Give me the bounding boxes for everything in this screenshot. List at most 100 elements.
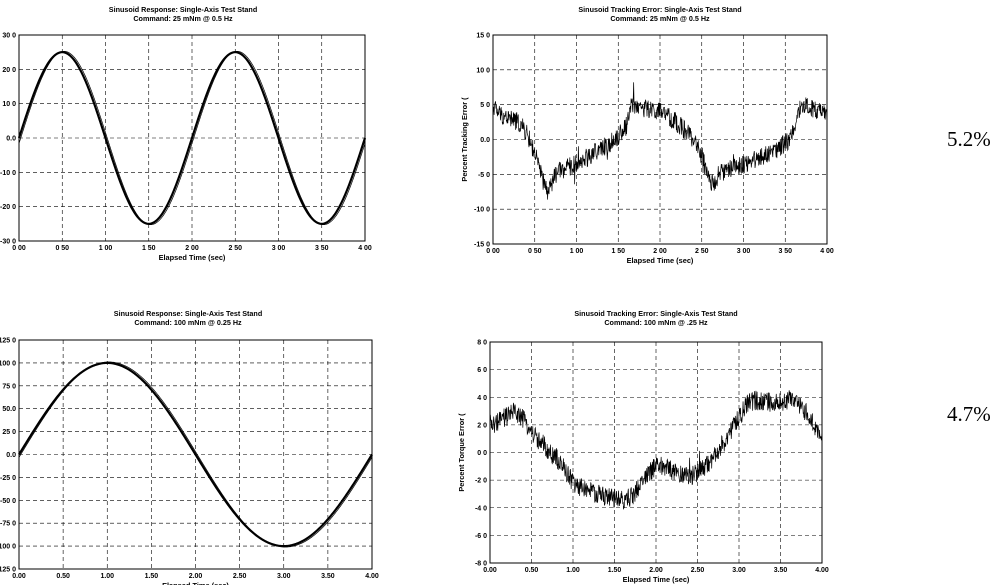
y-tick-label: 75 0 — [2, 383, 16, 390]
y-tick-label: -10 0 — [0, 170, 16, 177]
plot-area: 30 0 20 0 10 0 0.0 -10 0 -20 0 -30 00 00 0 50 1 … — [0, 33, 372, 263]
plot-area: 125 0 100 0 75 0 50.0 25 0 0.0 -25 0 -50 0 -75 0… — [0, 338, 379, 585]
y-tick-label: 10 0 — [476, 67, 490, 74]
chart-title: Sinusoid Response: Single-Axis Test Stan… — [109, 5, 257, 14]
x-tick-label: 3 00 — [737, 248, 751, 255]
x-axis-label: Elapsed Time (sec) — [627, 256, 694, 265]
y-tick-label: 2 0 — [477, 422, 487, 429]
y-tick-label: 100 0 — [0, 360, 16, 367]
data-line — [17, 51, 367, 225]
plot-area: 8 0 6 0 4 0 2 0 0 0 -2 0 -4 0 -6 0 -8 00.00 0.50 1… — [457, 340, 829, 585]
x-tick-label: 3 50 — [315, 245, 329, 252]
x-tick-label: 2 50 — [695, 248, 709, 255]
x-tick-label: 4.00 — [815, 567, 829, 574]
chart-subtitle: Command: 25 mNm @ 0.5 Hz — [610, 14, 710, 23]
x-tick-label: 1 50 — [142, 245, 156, 252]
x-tick-label: 3 00 — [272, 245, 286, 252]
data-line-measured — [18, 361, 373, 548]
chart-subtitle: Command: 100 mNm @ 0.25 Hz — [134, 318, 242, 327]
x-tick-label: 0.00 — [483, 567, 497, 574]
x-tick-label: 1.50 — [608, 567, 622, 574]
x-tick-label: 2.00 — [649, 567, 663, 574]
data-line — [492, 82, 828, 200]
x-tick-label: 2.50 — [233, 573, 247, 580]
y-tick-label: 0 0 — [477, 450, 487, 457]
x-tick-label: 1 50 — [611, 248, 625, 255]
y-tick-label: 15 0 — [476, 33, 490, 40]
y-tick-label: -125 0 — [0, 567, 16, 574]
y-tick-label: -15 0 — [474, 242, 490, 249]
x-tick-label: 2 00 — [185, 245, 199, 252]
x-tick-label: 2 50 — [228, 245, 242, 252]
y-tick-label: 8 0 — [477, 340, 487, 347]
x-tick-label: 1.00 — [566, 567, 580, 574]
x-tick-label: 2.00 — [189, 573, 203, 580]
error-annotation: 5.2% — [947, 127, 991, 151]
y-tick-label: 4 0 — [477, 395, 487, 402]
y-tick-label: 125 0 — [0, 338, 16, 345]
x-tick-label: 1.00 — [100, 573, 114, 580]
y-tick-label: 50.0 — [2, 406, 16, 413]
y-tick-label: 0.0 — [6, 452, 16, 459]
y-tick-label: 30 0 — [2, 33, 16, 40]
plot-area: 15 0 10 0 5 0 0.0 -5 0 -10 0 -15 00 00 0 50 1 00… — [460, 33, 834, 266]
x-tick-label: 0.00 — [12, 573, 26, 580]
y-tick-label: -100 0 — [0, 544, 16, 551]
x-tick-label: 3.50 — [774, 567, 788, 574]
x-tick-label: 1.50 — [145, 573, 159, 580]
x-tick-label: 3.50 — [321, 573, 335, 580]
data-line — [18, 361, 373, 548]
y-tick-label: 25 0 — [2, 429, 16, 436]
chart-subtitle: Command: 25 mNm @ 0.5 Hz — [133, 14, 233, 23]
y-tick-label: 0.0 — [480, 137, 490, 144]
x-tick-label: 0 00 — [486, 248, 500, 255]
x-tick-label: 3.00 — [277, 573, 291, 580]
x-tick-label: 0.50 — [525, 567, 539, 574]
y-tick-label: -8 0 — [475, 561, 487, 568]
x-axis-label: Elapsed Time (sec) — [162, 581, 229, 585]
error-annotation: 4.7% — [947, 402, 991, 426]
y-tick-label: 20 0 — [2, 67, 16, 74]
y-tick-label: -75 0 — [0, 521, 16, 528]
y-tick-label: -4 0 — [475, 505, 487, 512]
y-tick-label: -5 0 — [478, 172, 490, 179]
data-line — [489, 390, 823, 510]
chart-response-25mnm: Sinusoid Response: Single-Axis Test Stan… — [0, 5, 372, 262]
x-tick-label: 4 00 — [358, 245, 372, 252]
chart-subtitle: Command: 100 mNm @ .25 Hz — [604, 318, 708, 327]
y-tick-label: -6 0 — [475, 533, 487, 540]
chart-response-100mnm: Sinusoid Response: Single-Axis Test Stan… — [0, 309, 379, 585]
y-tick-label: -30 0 — [0, 239, 16, 246]
y-tick-label: -2 0 — [475, 478, 487, 485]
y-tick-label: -50 0 — [0, 498, 16, 505]
y-axis-label: Percent Torque Error ( — [457, 413, 466, 492]
x-tick-label: 1 00 — [570, 248, 584, 255]
x-tick-label: 0 50 — [528, 248, 542, 255]
x-tick-label: 4 00 — [820, 248, 834, 255]
x-tick-label: 0.50 — [56, 573, 70, 580]
chart-title: Sinusoid Tracking Error: Single-Axis Tes… — [574, 309, 737, 318]
x-tick-label: 0 50 — [55, 245, 69, 252]
chart-tracking-error-100mnm: Sinusoid Tracking Error: Single-Axis Tes… — [457, 309, 829, 584]
chart-title: Sinusoid Response: Single-Axis Test Stan… — [114, 309, 262, 318]
data-line-measured — [18, 50, 366, 226]
y-axis-label: Percent Tracking Error ( — [460, 97, 469, 182]
x-axis-label: Elapsed Time (sec) — [159, 253, 226, 262]
y-tick-label: -10 0 — [474, 207, 490, 214]
x-tick-label: 3.00 — [732, 567, 746, 574]
y-tick-label: 6 0 — [477, 367, 487, 374]
chart-title: Sinusoid Tracking Error: Single-Axis Tes… — [578, 5, 741, 14]
chart-tracking-error-25mnm: Sinusoid Tracking Error: Single-Axis Tes… — [460, 5, 834, 265]
y-tick-label: 5 0 — [480, 102, 490, 109]
y-tick-label: -20 0 — [0, 204, 16, 211]
x-tick-label: 0 00 — [12, 245, 26, 252]
x-tick-label: 1 00 — [99, 245, 113, 252]
x-tick-label: 3 50 — [778, 248, 792, 255]
x-axis-label: Elapsed Time (sec) — [623, 575, 690, 584]
y-tick-label: 0.0 — [6, 136, 16, 143]
x-tick-label: 4.00 — [365, 573, 379, 580]
x-tick-label: 2 00 — [653, 248, 667, 255]
y-tick-label: -25 0 — [0, 475, 16, 482]
x-tick-label: 2.50 — [691, 567, 705, 574]
